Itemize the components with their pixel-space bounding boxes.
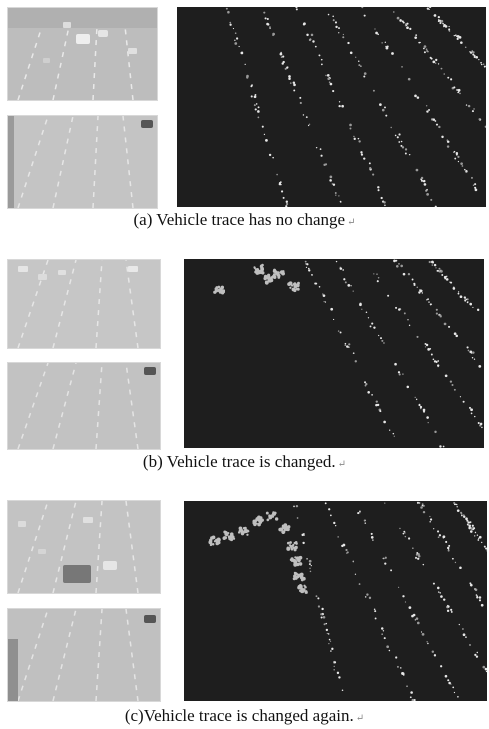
highway-background — [8, 363, 160, 449]
caption-text: (c)Vehicle trace is changed again. — [125, 706, 354, 725]
highway-scene — [8, 260, 160, 348]
return-mark: ↵ — [338, 459, 346, 470]
caption-a: (a) Vehicle trace has no change↵ — [0, 210, 489, 233]
caption-b: (b) Vehicle trace is changed.↵ — [0, 452, 489, 475]
caption-c: (c)Vehicle trace is changed again.↵ — [0, 706, 489, 729]
caption-text: (a) Vehicle trace has no change — [134, 210, 346, 229]
thumbnail-icon — [144, 367, 156, 375]
caption-text: (b) Vehicle trace is changed. — [143, 452, 336, 471]
return-mark: ↵ — [347, 217, 355, 228]
highway-background — [8, 609, 160, 701]
trace-image-c — [184, 501, 487, 701]
camera-frame-top — [7, 500, 161, 594]
thumbnail-icon — [141, 120, 153, 128]
figure-panel-b: (b) Vehicle trace is changed.↵ — [0, 250, 489, 480]
figure-panel-c: (c)Vehicle trace is changed again.↵ — [0, 490, 489, 728]
highway-background — [8, 116, 157, 208]
highway-scene — [8, 8, 157, 100]
camera-frame-top — [7, 259, 161, 349]
figure-panel-a: (a) Vehicle trace has no change↵ — [0, 0, 489, 232]
trace-image-b — [184, 259, 484, 448]
camera-frame-top — [7, 7, 158, 101]
thumbnail-icon — [144, 615, 156, 623]
camera-frame-bottom — [7, 115, 158, 209]
camera-frame-bottom — [7, 362, 161, 450]
trace-image-a — [177, 7, 486, 207]
camera-frame-bottom — [7, 608, 161, 702]
return-mark: ↵ — [356, 713, 364, 724]
highway-scene — [8, 501, 160, 593]
